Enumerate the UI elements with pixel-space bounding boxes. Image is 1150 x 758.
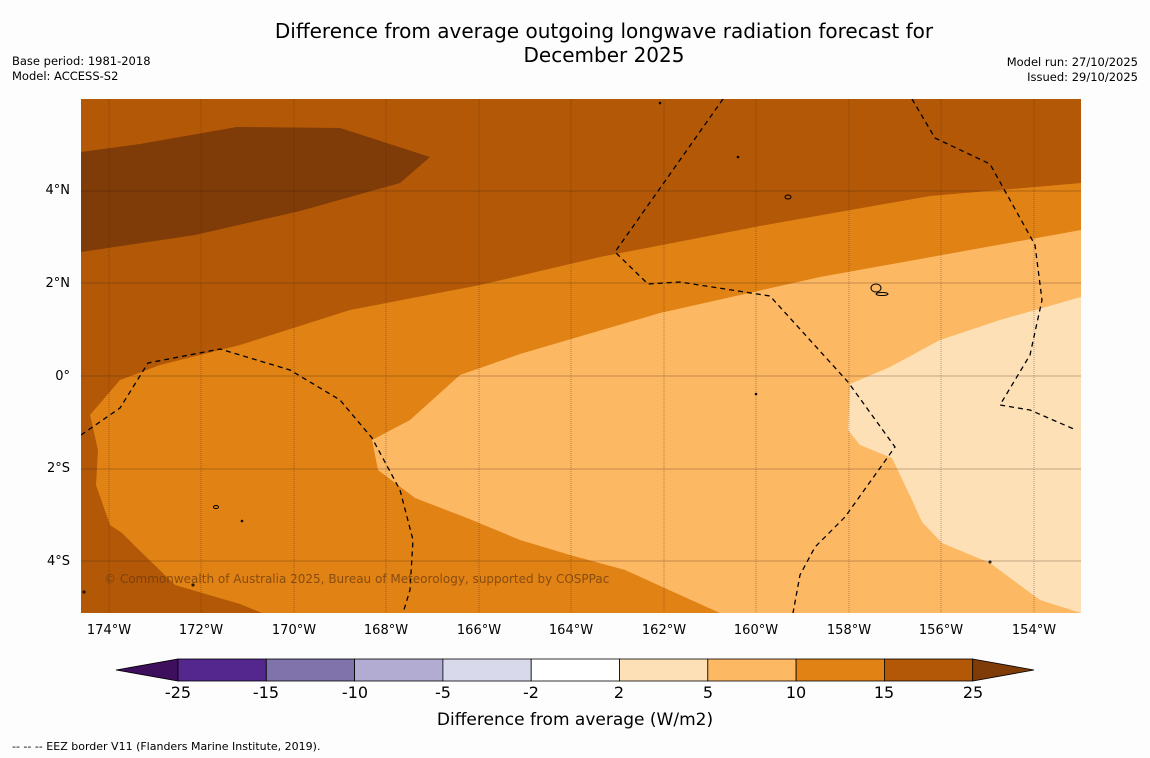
region-low (372, 230, 1081, 613)
colorbar-box-4 (530, 658, 620, 682)
colorbar-over-triangle (972, 658, 1035, 682)
lon-label-154w: 154°W (1011, 623, 1057, 638)
gridlines (81, 99, 1081, 613)
model-name: Model: ACCESS-S2 (12, 69, 119, 83)
lon-label-166w: 166°W (456, 623, 502, 638)
lon-label-172w: 172°W (178, 623, 224, 638)
lon-label-162w: 162°W (641, 623, 687, 638)
model-run: Model run: 27/10/2025 (1006, 55, 1138, 69)
colorbar-under-triangle (115, 658, 179, 682)
lat-label-4n: 4°N (45, 183, 71, 198)
colorbar-tick-label: -25 (164, 683, 192, 702)
map-title: Difference from average outgoing longwav… (250, 19, 958, 67)
region-very-high (81, 127, 430, 252)
colorbar-tick-label: 10 (785, 683, 807, 702)
colorbar-box-7 (795, 658, 885, 682)
lat-label-4s: 4°S (46, 554, 70, 569)
lon-label-164w: 164°W (548, 623, 594, 638)
lon-label-158w: 158°W (826, 623, 872, 638)
copyright-notice: © Commonwealth of Australia 2025, Bureau… (104, 572, 610, 586)
colorbar-tick-label: -15 (252, 683, 280, 702)
lon-label-168w: 168°W (363, 623, 409, 638)
colorbar-tick-label: 5 (702, 683, 714, 702)
lat-label-2s: 2°S (46, 461, 70, 476)
colorbar-tick-label: 15 (873, 683, 895, 702)
lon-label-170w: 170°W (271, 623, 317, 638)
title-line-1: Difference from average outgoing longwav… (274, 19, 934, 43)
lon-label-160w: 160°W (733, 623, 779, 638)
colorbar-tick-label: -2 (523, 683, 539, 702)
colorbar-tick-label: 25 (962, 683, 984, 702)
meta-right: Model run: 27/10/2025 Issued: 29/10/2025 (1007, 55, 1138, 85)
colorbar-title: Difference from average (W/m2) (436, 710, 714, 730)
colorbar-box-2 (354, 658, 444, 682)
meta-left: Base period: 1981-2018 Model: ACCESS-S2 (12, 54, 151, 84)
colorbar-tick-label: -5 (435, 683, 451, 702)
colorbar-box-5 (619, 658, 709, 682)
lat-label-2n: 2°N (45, 276, 71, 291)
colorbar-box-0 (177, 658, 267, 682)
lat-label-0: 0° (55, 369, 70, 384)
colorbar (115, 658, 1035, 682)
colorbar-box-6 (707, 658, 797, 682)
base-period: Base period: 1981-2018 (12, 54, 151, 68)
colorbar-box-1 (265, 658, 355, 682)
colorbar-box-8 (884, 658, 974, 682)
islands (82, 101, 992, 594)
lon-label-174w: 174°W (86, 623, 132, 638)
map-area[interactable] (81, 99, 1081, 613)
lon-label-156w: 156°W (918, 623, 964, 638)
region-high-lower-left (81, 593, 110, 613)
colorbar-box-3 (442, 658, 532, 682)
colorbar-tick-label: -10 (341, 683, 369, 702)
eez-footnote: -- -- -- EEZ border V11 (Flanders Marine… (12, 740, 321, 753)
title-line-2: December 2025 (523, 43, 685, 67)
eez-borders (81, 99, 1077, 613)
colorbar-tick-label: 2 (613, 683, 625, 702)
issued-date: Issued: 29/10/2025 (1027, 70, 1138, 84)
